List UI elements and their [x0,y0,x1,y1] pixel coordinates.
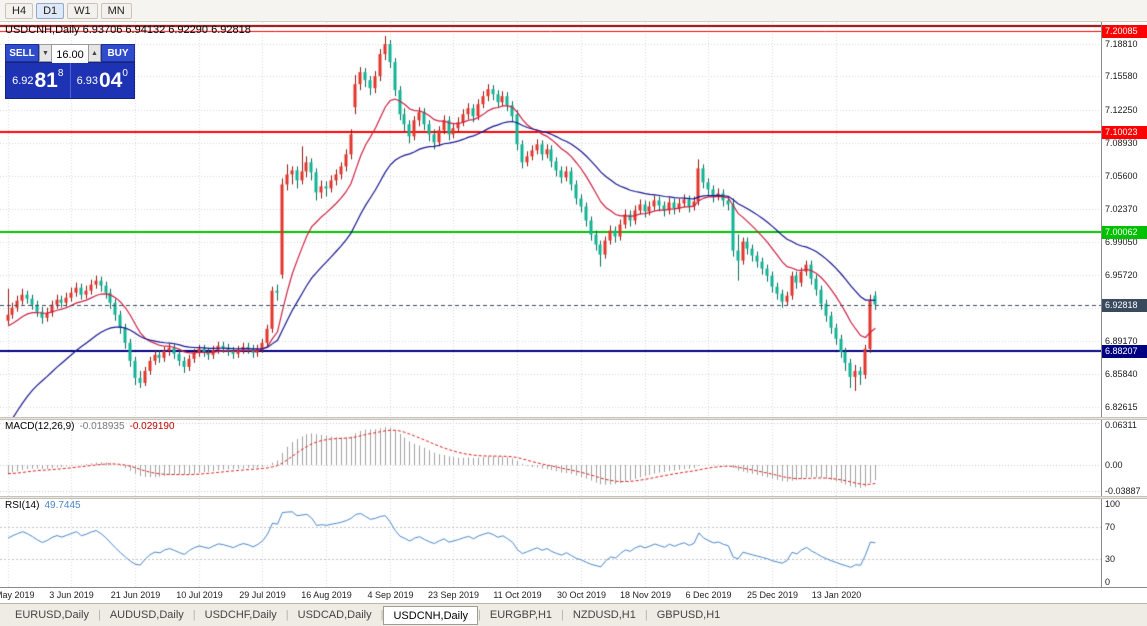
rsi-title: RSI(14) 49.7445 [5,500,81,511]
time-axis-label: 25 Dec 2019 [746,590,799,600]
buy-price-point: 0 [122,68,128,79]
panel-splitter[interactable] [0,496,1147,499]
hline-price-badge: 7.00062 [1102,225,1147,239]
time-axis[interactable]: 15 May 2019 3 Jun 2019 21 Jun 2019 10 Jul 2… [0,587,1147,603]
tab-separator: | [478,609,481,621]
macd-axis-label: 0.00 [1105,460,1123,470]
price-axis-label: 6.99050 [1105,237,1138,248]
time-axis-label: 6 Dec 2019 [685,590,732,600]
time-axis-label: 4 Sep 2019 [367,590,414,600]
chart-tab-bar: EURUSD,Daily | AUDUSD,Daily | USDCHF,Daily | U… [0,603,1147,626]
time-axis-label: 29 Jul 2019 [239,590,286,600]
main-chart-canvas[interactable] [0,22,1101,417]
time-axis-label: 15 May 2019 [0,590,35,600]
sell-price-point: 8 [57,68,64,79]
timeframe-button-w1[interactable]: W1 [67,2,98,19]
price-axis-label: 7.15580 [1105,71,1138,82]
panel-splitter[interactable] [0,417,1147,420]
rsi-axis-label: 100 [1105,499,1121,509]
hline-price-badge: 6.88207 [1102,344,1147,358]
time-axis-label: 30 Oct 2019 [556,590,607,600]
time-axis-label: 23 Sep 2019 [427,590,480,600]
buy-price-display[interactable]: 6.93 04 0 [69,63,135,98]
volume-decrease-button[interactable]: ▼ [39,44,52,62]
price-axis[interactable]: 7.18810 7.15580 7.12250 7.08930 7.05600 7.023… [1101,22,1147,417]
tab-separator: | [285,609,289,621]
time-axis-label: 13 Jan 2020 [811,590,862,600]
tab-separator: | [192,609,196,621]
macd-axis-label: 0.06311 [1105,420,1137,430]
chart-tab-usdcad[interactable]: USDCAD,Daily [297,608,372,621]
macd-title: MACD(12,26,9) -0.018935 -0.029190 [5,421,175,432]
tab-separator: | [561,609,564,621]
tab-separator: | [97,609,101,621]
price-axis-label: 7.18810 [1105,38,1138,49]
price-axis-label: 7.05600 [1105,171,1138,182]
time-axis-label: 10 Jul 2019 [176,590,223,600]
sell-button[interactable]: SELL [5,44,39,62]
timeframe-button-d1[interactable]: D1 [36,2,65,19]
timeframe-toolbar: H4 D1 W1 MN [0,0,1147,22]
macd-axis[interactable]: 0.06311 0.00 -0.03887 [1101,420,1147,496]
macd-canvas[interactable] [0,420,1101,496]
volume-input[interactable] [52,47,88,63]
price-axis-label: 7.12250 [1105,104,1138,115]
current-price-badge: 6.92818 [1102,298,1147,312]
price-axis-label: 6.82615 [1105,401,1138,412]
rsi-axis-label: 0 [1105,577,1111,587]
chart-tab-eurgbp[interactable]: EURGBP,H1 [489,608,553,621]
timeframe-button-mn[interactable]: MN [100,2,132,19]
chart-ohlc-title: USDCNH,Daily 6.93706 6.94132 6.92290 6.9… [5,24,251,36]
sell-price-pips: 81 [34,69,58,92]
price-axis-label: 7.08930 [1105,138,1138,148]
main-chart-panel: USDCNH,Daily 6.93706 6.94132 6.92290 6.9… [0,22,1147,417]
rsi-axis-label: 70 [1105,521,1116,532]
rsi-panel: RSI(14) 49.7445 100 70 30 0 [0,499,1147,587]
time-axis-label: 21 Jun 2019 [110,590,161,600]
chart-tab-gbpusd[interactable]: GBPUSD,H1 [656,608,721,621]
timeframe-button-h4[interactable]: H4 [5,2,34,19]
rsi-axis-label: 30 [1105,554,1116,565]
chart-tab-usdchf[interactable]: USDCHF,Daily [204,608,277,621]
hline-price-badge: 7.20085 [1102,25,1147,39]
chart-tab-eurusd[interactable]: EURUSD,Daily [15,608,89,621]
volume-increase-button[interactable]: ▲ [88,44,101,62]
macd-main-value: -0.018935 [79,421,125,432]
rsi-axis[interactable]: 100 70 30 0 [1101,499,1147,587]
buy-price-pips: 04 [99,69,123,92]
volume-input-wrap [52,44,88,63]
chart-tab-audusd[interactable]: AUDUSD,Daily [109,608,184,621]
price-axis-label: 6.95720 [1105,270,1138,281]
price-axis-label: 7.02370 [1105,203,1138,214]
buy-price-prefix: 6.93 [76,74,98,87]
sell-price-display[interactable]: 6.92 81 8 [6,63,70,98]
price-axis-label: 6.85840 [1105,369,1138,380]
time-axis-label: 18 Nov 2019 [619,590,672,600]
time-axis-label: 16 Aug 2019 [301,590,352,600]
buy-button[interactable]: BUY [101,44,135,62]
rsi-canvas[interactable] [0,499,1101,587]
rsi-value: 49.7445 [44,500,81,511]
time-axis-label: 3 Jun 2019 [49,590,94,600]
tab-separator: | [380,609,384,621]
tab-separator: | [644,609,648,621]
macd-signal-value: -0.029190 [129,421,175,432]
hline-price-badge: 7.10023 [1102,126,1147,140]
chart-tab-nzdusd[interactable]: NZDUSD,H1 [572,608,636,621]
time-axis-label: 11 Oct 2019 [493,590,542,600]
price-axis-label: 6.89170 [1105,336,1138,347]
macd-axis-label: -0.03887 [1105,485,1141,496]
macd-panel: MACD(12,26,9) -0.018935 -0.029190 0.06311 0… [0,420,1147,496]
sell-price-prefix: 6.92 [12,74,34,87]
chart-tab-usdcnh[interactable]: USDCNH,Daily [383,605,479,625]
